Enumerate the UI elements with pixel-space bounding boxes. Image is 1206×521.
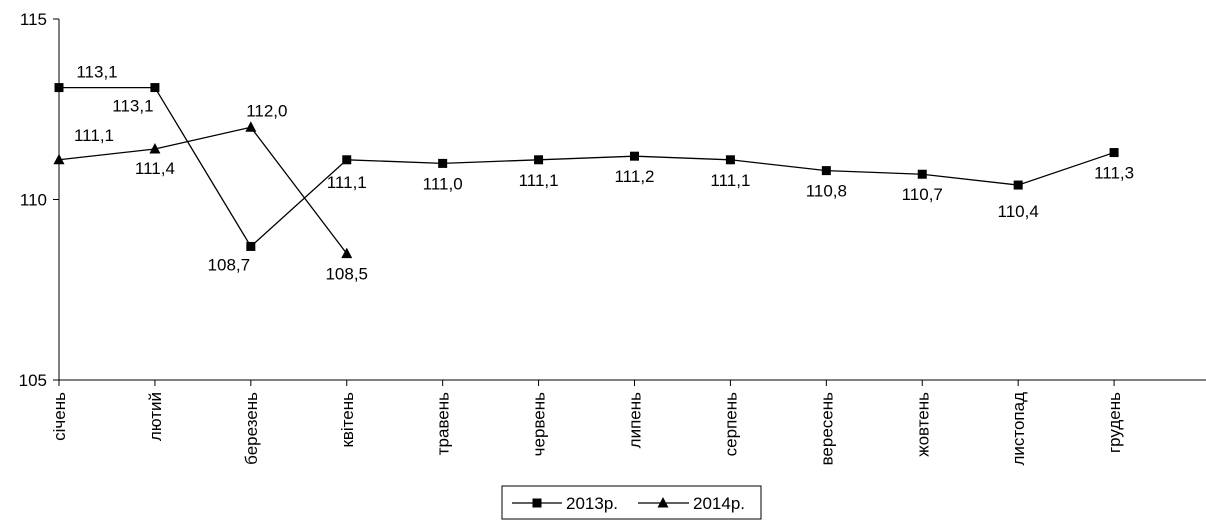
x-tick-label: травень: [434, 392, 453, 455]
x-tick-label: січень: [50, 392, 69, 441]
x-tick-label: квітень: [338, 392, 357, 448]
series-point: [246, 241, 256, 251]
legend-label: 2014р.: [693, 494, 745, 513]
x-tick-labels: січень лютий березень квітень травень червень…: [50, 392, 1124, 466]
x-tick-label: лютий: [146, 392, 165, 441]
x-tick-label: листопад: [1009, 392, 1028, 466]
x-tick-label: грудень: [1105, 392, 1124, 453]
series-point: [54, 83, 64, 93]
data-label: 110,4: [998, 202, 1039, 221]
y-tick-labels: 105 110 115: [19, 10, 47, 390]
series-line-2014р.: [58, 126, 348, 255]
series-group: [53, 83, 1119, 259]
x-tick-label: жовтень: [913, 392, 932, 457]
data-label: 111,1: [519, 171, 559, 190]
series-point: [245, 121, 257, 132]
data-label: 111,1: [74, 126, 114, 145]
y-tick-label: 110: [20, 191, 47, 210]
legend-marker-square: [532, 498, 542, 508]
data-labels: 113,1 113,1 108,7 111,1 111,0 111,1 111,2 111,1…: [74, 63, 1134, 284]
series-point: [1109, 148, 1119, 158]
legend: 2013р. 2014р.: [501, 485, 762, 520]
data-label: 108,5: [325, 265, 368, 284]
y-tick-label: 105: [19, 371, 47, 390]
series-point: [1013, 180, 1023, 190]
y-tick-label: 115: [20, 10, 47, 29]
series-line-2013р.: [59, 86, 1115, 248]
x-tick-label: вересень: [817, 392, 836, 466]
data-label: 108,7: [208, 255, 251, 274]
series-point: [725, 155, 735, 165]
series-point: [630, 151, 639, 161]
data-label: 113,1: [112, 97, 153, 116]
series-point: [341, 247, 353, 259]
series-point: [342, 155, 352, 165]
series-point: [821, 166, 831, 176]
legend-label: 2013р.: [566, 494, 618, 513]
series-point: [438, 158, 448, 168]
data-label: 111,2: [614, 167, 654, 186]
series-point: [150, 83, 160, 93]
x-tick-label: серпень: [721, 392, 740, 456]
x-tick-label: липень: [626, 392, 645, 448]
series-point: [917, 169, 927, 179]
x-tick-label: червень: [530, 392, 549, 456]
chart-axes: [53, 18, 1206, 386]
x-tick-label: березень: [242, 392, 261, 465]
series-point: [149, 142, 161, 154]
data-label: 111,1: [710, 171, 750, 190]
data-label: 112,0: [246, 101, 287, 120]
data-label: 110,7: [902, 185, 943, 204]
data-label: 111,3: [1094, 164, 1134, 183]
legend-marker-triangle: [657, 497, 669, 508]
series-point: [534, 155, 544, 165]
data-label: 111,0: [423, 174, 463, 193]
data-label: 111,4: [135, 159, 175, 178]
series-point: [53, 153, 65, 165]
data-label: 111,1: [327, 173, 367, 192]
data-label: 113,1: [76, 63, 117, 82]
data-label: 110,8: [806, 182, 847, 201]
